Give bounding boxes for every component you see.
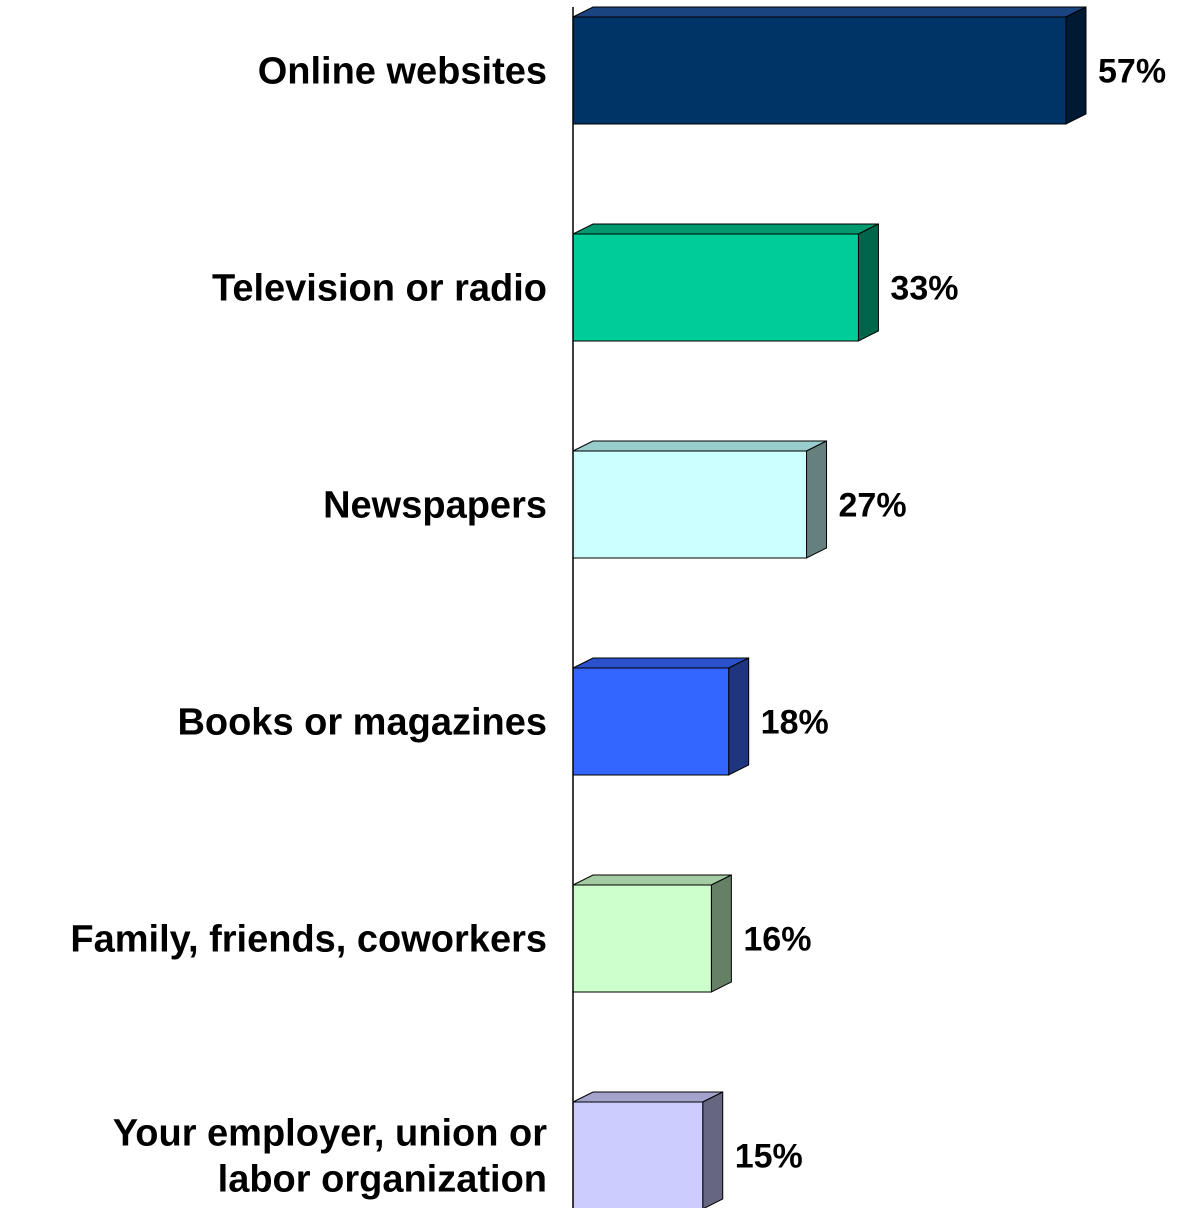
bar-4 bbox=[572, 874, 732, 993]
bar-side-face bbox=[1065, 6, 1087, 125]
category-label: Books or magazines bbox=[177, 702, 547, 744]
category-label: Television or radio bbox=[212, 268, 547, 310]
bar-side-face bbox=[702, 1091, 724, 1208]
category-label: Online websites bbox=[258, 51, 547, 93]
value-label: 57% bbox=[1098, 53, 1166, 91]
bar-1 bbox=[572, 223, 879, 342]
category-label: Newspapers bbox=[323, 485, 547, 527]
category-label-line: Family, friends, coworkers bbox=[70, 919, 547, 961]
bar-top-face bbox=[572, 223, 879, 235]
bar-front-face bbox=[572, 667, 730, 776]
bars-group bbox=[572, 6, 1087, 1208]
bar-3 bbox=[572, 657, 750, 776]
bar-front-face bbox=[572, 233, 859, 342]
bar-side-face bbox=[710, 874, 732, 993]
bar-2 bbox=[572, 440, 828, 559]
bar-top-face bbox=[572, 440, 827, 452]
bar-side-face bbox=[857, 223, 879, 342]
category-label-line: Your employer, union or bbox=[113, 1113, 547, 1155]
bar-side-face bbox=[728, 657, 750, 776]
category-label-line: Newspapers bbox=[323, 485, 547, 527]
bar-top-face bbox=[572, 1091, 723, 1103]
category-label-line: labor organization bbox=[218, 1159, 547, 1201]
value-label: 27% bbox=[839, 487, 907, 525]
category-label: Family, friends, coworkers bbox=[70, 919, 547, 961]
category-label-line: Online websites bbox=[258, 51, 547, 93]
labels-group: 57% Online websites 33% Television or radio… bbox=[70, 51, 1166, 1201]
category-label-line: Books or magazines bbox=[177, 702, 547, 744]
bar-front-face bbox=[572, 16, 1067, 125]
bar-5 bbox=[572, 1091, 724, 1208]
bar-0 bbox=[572, 6, 1087, 125]
category-label: Your employer, union or labor organizatio… bbox=[113, 1113, 547, 1201]
value-label: 15% bbox=[735, 1138, 803, 1176]
bar-front-face bbox=[572, 450, 808, 559]
value-label: 18% bbox=[761, 704, 829, 742]
category-label-line: Television or radio bbox=[212, 268, 547, 310]
bar-top-face bbox=[572, 6, 1087, 18]
bar-side-face bbox=[806, 440, 828, 559]
value-label: 16% bbox=[743, 921, 811, 959]
value-label: 33% bbox=[890, 270, 958, 308]
bar-front-face bbox=[572, 884, 712, 993]
bar-top-face bbox=[572, 874, 732, 886]
bar-top-face bbox=[572, 657, 749, 669]
bar-front-face bbox=[572, 1101, 704, 1208]
